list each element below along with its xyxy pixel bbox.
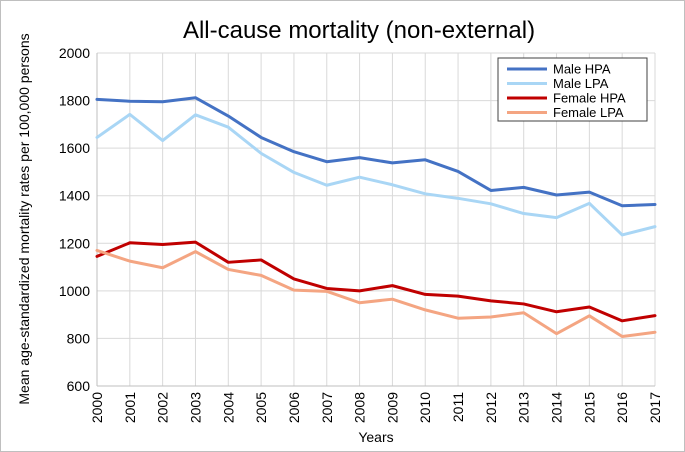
- y-tick-label: 1200: [59, 235, 90, 251]
- legend-label-male-lpa: Male LPA: [553, 76, 609, 91]
- x-tick-label: 2004: [220, 392, 236, 423]
- x-tick-label: 2015: [581, 392, 597, 423]
- x-tick-label: 2012: [483, 392, 499, 423]
- x-tick-label: 2014: [549, 392, 565, 423]
- x-tick-label: 2002: [155, 392, 171, 423]
- x-tick-label: 2007: [319, 392, 335, 423]
- x-tick-label: 2000: [89, 392, 105, 423]
- x-tick-label: 2009: [384, 392, 400, 423]
- legend-label-male-hpa: Male HPA: [553, 62, 611, 77]
- chart-title: All-cause mortality (non-external): [183, 17, 535, 44]
- x-tick-label: 2016: [614, 392, 630, 423]
- y-tick-label: 1800: [59, 93, 90, 109]
- y-tick-label: 1400: [59, 188, 90, 204]
- x-axis-label: Years: [358, 429, 393, 445]
- x-tick-label: 2013: [516, 392, 532, 423]
- x-tick-label: 2001: [122, 392, 138, 423]
- y-tick-label: 2000: [59, 45, 90, 61]
- y-axis-label: Mean age-standardized mortality rates pe…: [16, 33, 32, 404]
- legend-label-female-lpa: Female LPA: [553, 105, 624, 120]
- x-tick-label: 2006: [286, 392, 302, 423]
- y-tick-label: 800: [67, 330, 91, 346]
- gridlines: [96, 52, 656, 387]
- series-line-male-hpa: [95, 96, 657, 208]
- series-line-male-lpa: [95, 112, 657, 237]
- series-line-female-lpa: [95, 248, 657, 339]
- y-tick-label: 1000: [59, 283, 90, 299]
- x-tick-label: 2005: [253, 392, 269, 423]
- x-tick-label: 2008: [352, 392, 368, 423]
- axes: [96, 53, 655, 387]
- x-tick-label: 2010: [417, 392, 433, 423]
- y-tick-label: 1600: [59, 140, 90, 156]
- series-line-female-hpa: [95, 240, 657, 323]
- y-tick-labels: 600 800 1000 1200 1400 1600 1800 2000: [59, 45, 90, 394]
- x-tick-label: 2003: [187, 392, 203, 423]
- x-tick-label: 2011: [450, 392, 466, 422]
- y-tick-label: 600: [67, 378, 91, 394]
- series-lines: [95, 96, 657, 339]
- x-tick-label: 2017: [647, 392, 663, 423]
- legend-label-female-hpa: Female HPA: [553, 91, 626, 106]
- x-tick-labels: 2000 2001 2002 2003 2004 2005 2006 2007 2008 2009…: [89, 392, 663, 423]
